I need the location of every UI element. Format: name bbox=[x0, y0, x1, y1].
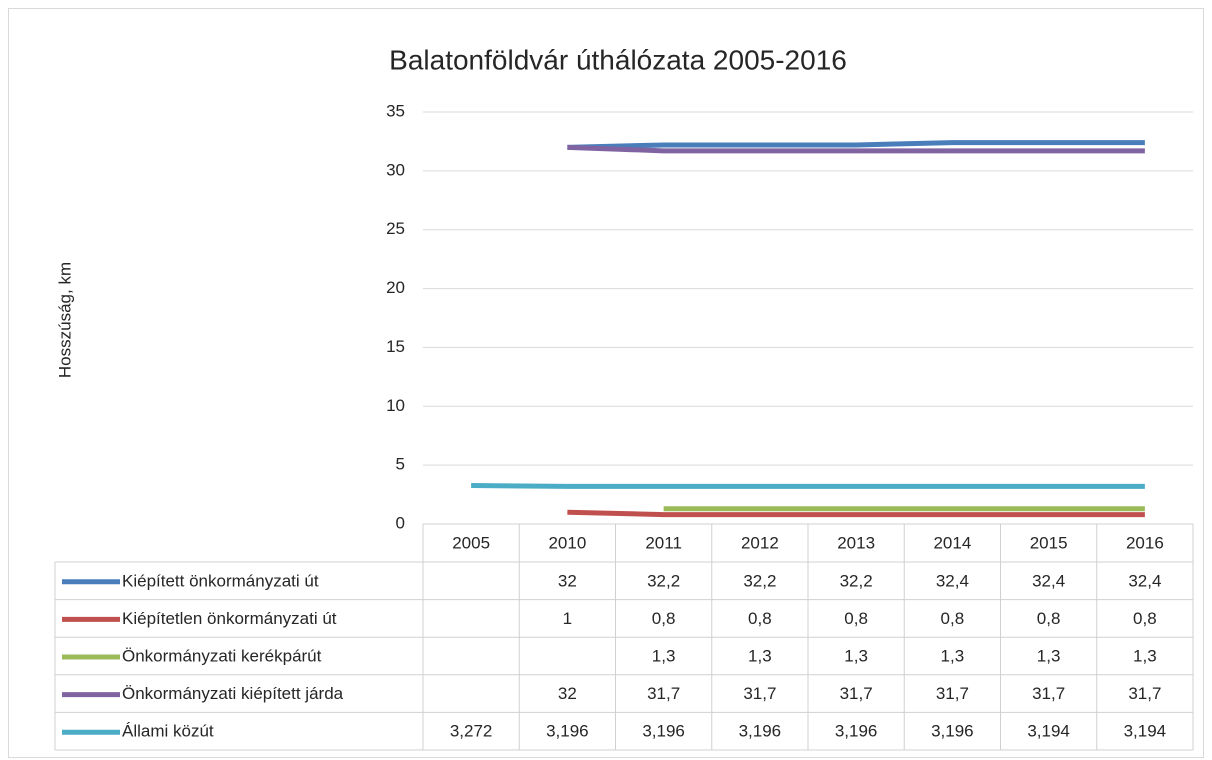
table-value: 0,8 bbox=[1037, 609, 1061, 628]
table-value: 0,8 bbox=[748, 609, 772, 628]
legend-label: Állami közút bbox=[122, 722, 214, 741]
table-value: 0,8 bbox=[844, 609, 868, 628]
y-tick-label: 10 bbox=[386, 396, 405, 415]
series-line bbox=[567, 144, 1145, 154]
table-value: 0,8 bbox=[941, 609, 965, 628]
y-tick-label: 20 bbox=[386, 278, 405, 297]
table-value: 3,196 bbox=[739, 722, 782, 741]
x-tick-label: 2015 bbox=[1030, 533, 1068, 552]
table-value: 31,7 bbox=[936, 684, 969, 703]
table-value: 32,4 bbox=[936, 571, 969, 590]
table-value: 31,7 bbox=[1032, 684, 1065, 703]
table-value: 1 bbox=[563, 609, 572, 628]
table-value: 31,7 bbox=[1128, 684, 1161, 703]
y-tick-label: 30 bbox=[386, 160, 405, 179]
x-tick-label: 2016 bbox=[1126, 533, 1164, 552]
table-value: 1,3 bbox=[844, 646, 868, 665]
x-tick-label: 2010 bbox=[548, 533, 586, 552]
table-value: 31,7 bbox=[840, 684, 873, 703]
y-tick-label: 25 bbox=[386, 219, 405, 238]
x-tick-label: 2013 bbox=[837, 533, 875, 552]
table-value: 3,196 bbox=[642, 722, 685, 741]
series-line bbox=[471, 482, 1145, 489]
series-line bbox=[567, 140, 1145, 150]
table-value: 3,194 bbox=[1124, 722, 1167, 741]
chart-title: Balatonföldvár úthálózata 2005-2016 bbox=[389, 44, 847, 75]
table-value: 32,4 bbox=[1128, 571, 1161, 590]
table-value: 1,3 bbox=[1133, 646, 1157, 665]
table-value: 32 bbox=[558, 684, 577, 703]
table-value: 32,2 bbox=[647, 571, 680, 590]
table-value: 3,272 bbox=[450, 722, 493, 741]
y-tick-label: 35 bbox=[386, 101, 405, 120]
y-tick-label: 5 bbox=[396, 455, 405, 474]
table-value: 0,8 bbox=[652, 609, 676, 628]
x-tick-label: 2012 bbox=[741, 533, 779, 552]
table-value: 1,3 bbox=[1037, 646, 1061, 665]
table-value: 32,2 bbox=[840, 571, 873, 590]
table-value: 31,7 bbox=[647, 684, 680, 703]
legend-label: Önkormányzati kiépített járda bbox=[122, 684, 344, 703]
series-line bbox=[567, 509, 1145, 518]
table-value: 32,2 bbox=[743, 571, 776, 590]
table-value: 3,196 bbox=[546, 722, 589, 741]
table-value: 1,3 bbox=[652, 646, 676, 665]
x-tick-label: 2005 bbox=[452, 533, 490, 552]
table-value: 1,3 bbox=[941, 646, 965, 665]
table-value: 31,7 bbox=[743, 684, 776, 703]
table-value: 3,194 bbox=[1027, 722, 1070, 741]
table-value: 1,3 bbox=[748, 646, 772, 665]
table-value: 32 bbox=[558, 571, 577, 590]
x-tick-label: 2014 bbox=[933, 533, 971, 552]
y-tick-label: 0 bbox=[396, 513, 405, 532]
chart-border bbox=[8, 8, 1204, 758]
x-tick-label: 2011 bbox=[645, 533, 682, 552]
table-value: 3,196 bbox=[931, 722, 974, 741]
legend-label: Önkormányzati kerékpárút bbox=[122, 646, 322, 665]
y-axis-label: Hosszúság, km bbox=[55, 262, 74, 378]
table-value: 0,8 bbox=[1133, 609, 1157, 628]
table-value: 32,4 bbox=[1032, 571, 1065, 590]
y-tick-label: 15 bbox=[386, 337, 405, 356]
legend-label: Kiépítetlen önkormányzati út bbox=[122, 609, 337, 628]
legend-label: Kiépített önkormányzati út bbox=[122, 571, 319, 590]
table-value: 3,196 bbox=[835, 722, 878, 741]
